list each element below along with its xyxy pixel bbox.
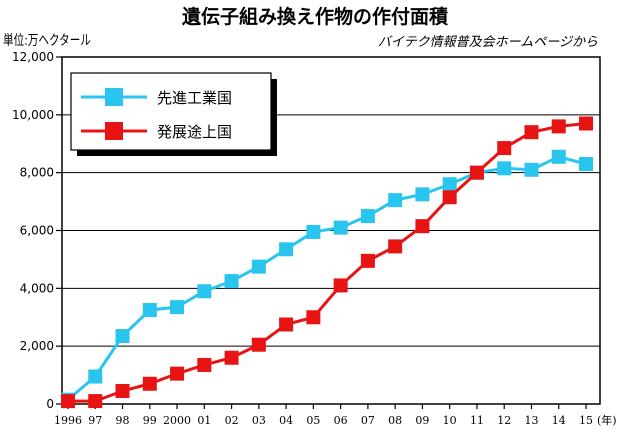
series-1-point (333, 278, 348, 293)
x-tick-label: 97 (88, 414, 102, 427)
x-tick-label: 09 (415, 414, 429, 427)
series-1-point (306, 310, 321, 325)
series-1-point (524, 125, 539, 140)
x-tick-label: 98 (116, 414, 130, 427)
y-tick-label: 10,000 (12, 108, 54, 122)
x-tick-label: 2000 (163, 414, 191, 427)
series-0-point (442, 177, 457, 192)
x-tick-label: 05 (306, 414, 320, 427)
legend-marker-developing (105, 122, 123, 140)
series-0-point (360, 209, 375, 224)
legend-label-developed: 先進工業国 (157, 89, 232, 107)
plot-frame (61, 56, 601, 405)
series-line-0 (67, 155, 587, 401)
legend-label-developing: 発展途上国 (157, 123, 232, 141)
y-tick-label: 2,000 (20, 339, 54, 353)
x-tick-label: 99 (143, 414, 157, 427)
series-0-point (279, 242, 294, 257)
series-0-point (170, 300, 185, 315)
x-tick-label: 13 (524, 414, 538, 427)
series-0-point (415, 187, 430, 202)
y-tick-labels: 0 2,000 4,000 6,000 8,000 10,000 12,000 (12, 50, 54, 411)
series-1-point (197, 357, 212, 372)
series-1-point (142, 376, 157, 391)
series-0-point (497, 161, 512, 176)
series-0-point (551, 149, 566, 164)
chart-title: 遺伝子組み換え作物の作付面積 (182, 5, 448, 28)
series-0-point (333, 220, 348, 235)
series-1-point (442, 190, 457, 205)
series-1-point (415, 219, 430, 234)
series-1-point (551, 119, 566, 134)
unit-label: 単位:万ヘクタール (3, 33, 91, 49)
y-tick-label: 12,000 (12, 50, 54, 64)
x-tick-label: 12 (497, 414, 511, 427)
y-tick-label: 4,000 (20, 281, 54, 295)
series-0-point (115, 329, 130, 344)
series-1-point (170, 366, 185, 381)
series-0-point (306, 224, 321, 239)
x-tick-label: 1996 (54, 414, 82, 427)
series-0-point (88, 369, 103, 384)
series-1-point (388, 239, 403, 254)
x-tick-label: 10 (443, 414, 457, 427)
x-tick-labels: 1996 97 98 99 2000 01 02 03 04 05 06 07 08 09 10 11 12 13… (54, 413, 617, 427)
series-0-point (142, 303, 157, 318)
series-1-point (115, 383, 130, 398)
source-label: バイテク情報普及会ホームページから (378, 35, 598, 50)
series-group (61, 116, 593, 409)
y-tick-label: 8,000 (20, 166, 54, 180)
x-tick-label: 06 (334, 414, 348, 427)
series-1-point (469, 165, 484, 180)
series-1-point (497, 141, 512, 156)
series-0-point (251, 259, 266, 274)
legend-box (70, 72, 272, 151)
x-tick-label: 02 (225, 414, 239, 427)
x-tick-label: 11 (470, 414, 484, 427)
series-1-point (88, 394, 103, 409)
series-1-point (279, 317, 294, 332)
x-tick-label: 15 (579, 414, 593, 427)
x-tick-label: 01 (197, 414, 211, 427)
x-tick-label: 08 (388, 414, 402, 427)
series-1-point (224, 350, 239, 365)
series-0-point (579, 156, 593, 171)
x-tick-label: 14 (552, 414, 566, 427)
series-1-point (61, 394, 75, 409)
legend-marker-developed (105, 88, 123, 106)
series-0-point (524, 162, 539, 177)
x-tick-label: 07 (361, 414, 375, 427)
series-0-point (197, 284, 212, 299)
series-1-point (579, 116, 593, 131)
y-tick-label: 0 (46, 397, 54, 411)
series-0-point (388, 193, 403, 208)
x-unit-label: (年) (597, 413, 617, 427)
legend: 先進工業国 発展途上国 (70, 72, 277, 156)
series-0-point (224, 274, 239, 289)
series-1-point (251, 337, 266, 352)
x-tick-label: 03 (252, 414, 266, 427)
series-1-point (360, 253, 375, 268)
x-tick-label: 04 (279, 414, 293, 427)
y-tick-label: 6,000 (20, 224, 54, 238)
